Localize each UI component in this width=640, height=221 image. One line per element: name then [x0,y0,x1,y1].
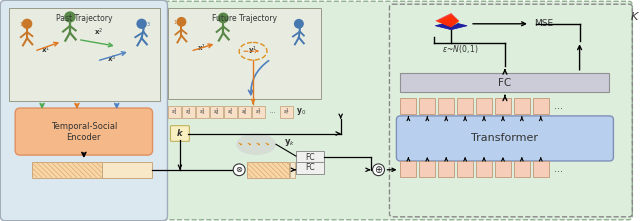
FancyBboxPatch shape [514,161,530,177]
FancyBboxPatch shape [280,106,293,118]
FancyBboxPatch shape [9,8,159,101]
Text: ...: ... [554,101,563,111]
Text: $s_3^1$: $s_3^1$ [199,107,206,117]
FancyBboxPatch shape [170,126,189,141]
FancyBboxPatch shape [0,0,168,221]
FancyBboxPatch shape [476,161,492,177]
Text: $\mathbf{x}^3$: $\mathbf{x}^3$ [107,54,116,65]
FancyBboxPatch shape [182,106,195,118]
Polygon shape [435,22,467,30]
FancyBboxPatch shape [161,1,632,220]
Ellipse shape [236,133,276,155]
Polygon shape [438,16,459,27]
Text: $s_2^1$: $s_2^1$ [186,107,193,117]
Text: ...: ... [554,164,563,174]
FancyBboxPatch shape [532,161,548,177]
Text: 1: 1 [20,22,22,27]
Text: Future Trajectory: Future Trajectory [212,14,276,23]
FancyBboxPatch shape [168,8,321,99]
Text: k: k [177,129,183,138]
Polygon shape [440,19,459,26]
Circle shape [136,19,147,29]
Text: $s_4^1$: $s_4^1$ [213,107,220,117]
Text: 3: 3 [147,22,150,27]
FancyBboxPatch shape [15,108,152,155]
FancyBboxPatch shape [532,98,548,114]
FancyBboxPatch shape [401,73,609,92]
FancyBboxPatch shape [396,116,613,161]
Text: $s_T^1$: $s_T^1$ [283,107,290,117]
FancyBboxPatch shape [401,161,417,177]
FancyBboxPatch shape [211,106,223,118]
FancyBboxPatch shape [252,106,265,118]
FancyBboxPatch shape [296,162,324,174]
Text: K: K [630,12,638,22]
Text: $s_5^1$: $s_5^1$ [227,107,234,117]
Text: Encoder: Encoder [67,133,101,142]
FancyBboxPatch shape [247,162,289,178]
Circle shape [177,17,186,27]
Circle shape [233,164,245,176]
Text: $s_1^1$: $s_1^1$ [172,107,179,117]
FancyBboxPatch shape [438,98,454,114]
Text: $s_6^1$: $s_6^1$ [241,107,248,117]
Circle shape [372,164,385,176]
FancyBboxPatch shape [495,98,511,114]
FancyBboxPatch shape [196,106,209,118]
FancyBboxPatch shape [102,162,152,178]
Text: $\mathbf{y}_k$: $\mathbf{y}_k$ [284,137,295,148]
Text: $\mathbf{x}^1$: $\mathbf{x}^1$ [196,42,206,54]
FancyBboxPatch shape [457,161,473,177]
Text: 2: 2 [63,15,67,20]
FancyBboxPatch shape [224,106,237,118]
Text: $s_7^1$: $s_7^1$ [255,107,262,117]
FancyBboxPatch shape [419,98,435,114]
Text: $\oplus$: $\oplus$ [374,164,383,175]
FancyBboxPatch shape [514,98,530,114]
Polygon shape [435,13,459,27]
FancyBboxPatch shape [290,162,295,178]
Circle shape [22,19,33,29]
Text: $\mathbf{y}_0$: $\mathbf{y}_0$ [296,107,306,118]
Text: $\mathbf{y}^1$: $\mathbf{y}^1$ [248,45,258,57]
Circle shape [294,19,304,29]
Polygon shape [444,22,459,26]
FancyBboxPatch shape [168,106,181,118]
FancyBboxPatch shape [457,98,473,114]
FancyBboxPatch shape [296,151,324,163]
Text: $\mathbf{x}^1$: $\mathbf{x}^1$ [42,44,51,56]
FancyBboxPatch shape [238,106,251,118]
FancyBboxPatch shape [32,162,102,178]
Text: Transformer: Transformer [472,133,538,143]
Text: $\otimes$: $\otimes$ [235,165,243,174]
FancyBboxPatch shape [495,161,511,177]
Text: $\cdots$: $\cdots$ [269,109,276,114]
Text: Past Trajectory: Past Trajectory [56,14,112,23]
Text: Temporal-Social: Temporal-Social [51,122,117,131]
Text: MSE: MSE [534,19,553,28]
FancyBboxPatch shape [419,161,435,177]
FancyBboxPatch shape [401,98,417,114]
Circle shape [218,13,228,23]
Text: $\epsilon$~$N(0,1)$: $\epsilon$~$N(0,1)$ [442,43,479,55]
Text: FC: FC [305,152,315,162]
Text: FC: FC [305,163,315,172]
FancyBboxPatch shape [476,98,492,114]
Polygon shape [436,15,459,27]
Text: $\mathbf{x}^2$: $\mathbf{x}^2$ [94,27,104,38]
Text: FC: FC [499,78,511,88]
Polygon shape [439,17,459,27]
Polygon shape [442,20,459,26]
Text: 1: 1 [174,20,177,25]
Circle shape [64,11,76,23]
FancyBboxPatch shape [438,161,454,177]
